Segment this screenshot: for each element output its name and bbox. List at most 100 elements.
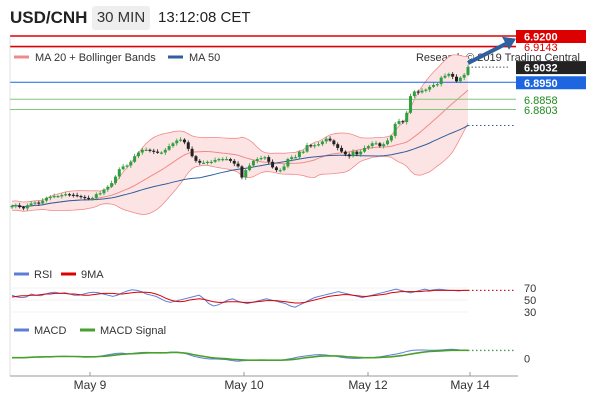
candle-body-108 [424,89,428,91]
candle-body-37 [152,150,156,152]
candle-body-93 [366,146,370,148]
rsi-tick-1: 50 [524,295,536,307]
price-tag-label-0: 6.9200 [524,32,558,44]
candle-body-105 [412,91,416,97]
candle-body-69 [274,167,278,171]
symbol-title: USD/CNH [10,8,88,27]
price-tag-bg-3 [516,76,586,90]
candle-body-64 [255,159,259,161]
timeframe-badge[interactable]: 30 MIN [92,6,150,30]
candle-body-112 [439,77,443,85]
candle-body-6 [33,202,37,204]
candle-body-106 [416,91,420,93]
candle-body-26 [110,183,114,187]
legend-label-macd-signal: MACD Signal [100,325,166,337]
candle-body-63 [251,160,255,166]
candle-body-40 [163,149,167,153]
candle-body-86 [340,147,344,152]
x-tick-label-3: May 14 [450,378,490,392]
candle-body-117 [458,77,462,82]
candle-body-43 [175,140,179,144]
legend-label-ma50: MA 50 [189,52,220,64]
candle-body-111 [435,84,439,86]
legend-label-rsi-ma: 9MA [81,269,104,281]
candle-body-7 [37,202,41,204]
price-legend: MA 20 + Bollinger Bands MA 50 Research ©… [14,52,580,64]
candle-body-85 [336,144,340,148]
macd-tick-0: 0 [524,354,530,366]
price-tag-label-3: 6.8950 [524,78,558,90]
candle-body-9 [44,197,48,201]
candle-body-12 [56,196,60,198]
price-tag-label-4: 6.8858 [524,95,558,107]
candle-body-3 [21,207,25,209]
candle-body-45 [182,139,186,143]
candle-body-107 [420,90,424,93]
candle-body-39 [159,152,163,154]
candle-body-38 [156,151,160,153]
candle-body-96 [378,143,382,147]
candle-body-28 [117,169,121,177]
candle-body-59 [236,163,240,167]
chart-header: USD/CNH 30 MIN 13:12:08 CET [0,0,590,38]
x-tick-label-1: May 10 [224,378,264,392]
candle-body-36 [148,149,152,151]
candle-body-102 [401,121,405,123]
candle-body-98 [386,140,390,145]
legend-label-macd: MACD [34,325,66,337]
candle-body-78 [309,145,313,147]
bollinger-band-fill [12,54,468,215]
candle-body-42 [171,143,175,147]
candle-body-17 [75,195,79,197]
candle-body-119 [466,67,470,75]
x-axis: May 9 May 10 May 12 May 14 [9,36,518,392]
candle-body-66 [263,157,267,159]
candle-body-58 [232,160,236,164]
legend-label-rsi: RSI [34,269,52,281]
candle-body-52 [209,161,213,163]
candle-body-99 [389,135,393,141]
candle-body-19 [83,196,87,199]
candle-body-34 [140,149,144,153]
candle-body-4 [25,205,29,209]
candle-body-73 [290,157,294,160]
candle-body-25 [106,186,110,190]
candle-body-91 [359,151,363,155]
price-tag-bg-0 [516,30,586,43]
candle-body-30 [125,165,129,167]
candle-body-23 [98,193,102,195]
candle-body-50 [202,162,206,164]
candle-body-95 [374,143,378,145]
candle-body-80 [317,144,321,146]
candle-body-118 [462,74,466,78]
candle-body-67 [267,157,271,162]
candle-body-8 [41,200,45,204]
candle-body-51 [205,161,209,163]
price-tag-label-5: 6.8803 [524,105,558,117]
candle-body-1 [14,205,18,207]
candle-body-11 [52,196,56,198]
candle-body-103 [405,112,409,123]
candle-body-74 [294,157,298,159]
candle-body-20 [87,197,91,200]
candle-body-76 [301,151,305,153]
candle-body-29 [121,166,125,170]
candle-body-22 [94,194,98,198]
candle-body-56 [225,159,229,161]
candle-body-89 [351,151,355,157]
legend-label-bollinger: MA 20 + Bollinger Bands [35,52,156,64]
candle-body-13 [60,195,64,197]
candle-body-65 [259,158,263,160]
candle-body-90 [355,151,359,155]
candle-body-53 [213,159,217,162]
candle-body-79 [313,145,317,147]
candle-body-114 [447,73,451,76]
timestamp: 13:12:08 CET [158,9,251,26]
candle-body-77 [305,145,309,152]
candle-body-33 [136,152,140,157]
candle-body-14 [64,194,68,196]
candle-body-113 [443,75,447,78]
candle-body-57 [228,159,232,161]
